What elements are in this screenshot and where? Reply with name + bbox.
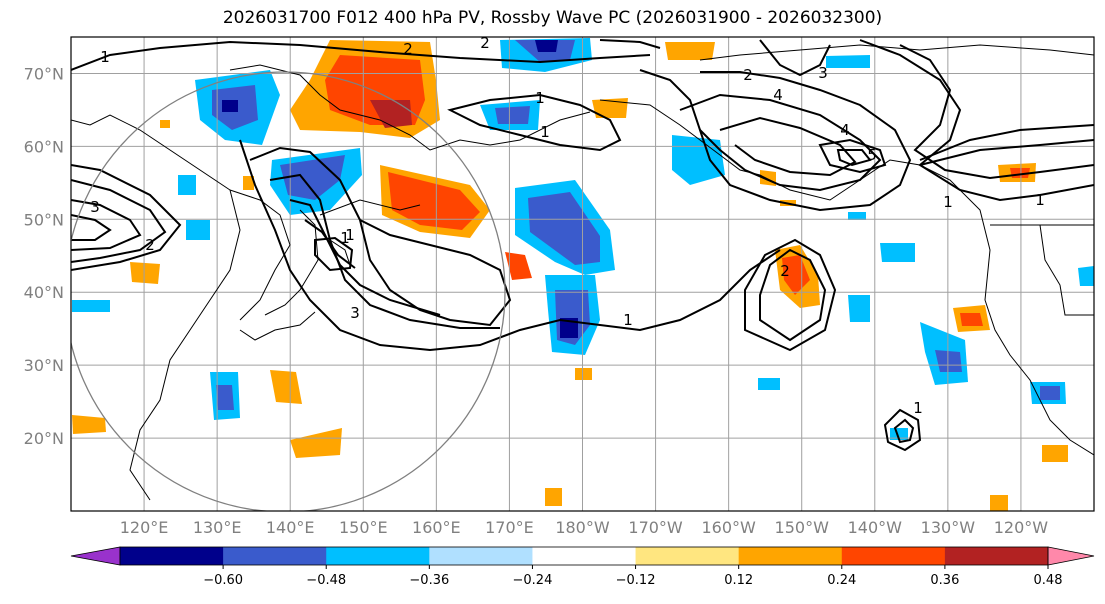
rossby-circle — [71, 71, 506, 511]
longitude-label: 130°W — [921, 518, 976, 537]
contour-label: 1 — [100, 48, 110, 66]
colorbar-extend-high — [1047, 546, 1095, 566]
latitude-label: 50°N — [24, 210, 64, 229]
colorbar-tick-label: −0.12 — [616, 573, 656, 588]
colorbar: −0.60 −0.48 −0.36 −0.24 −0.12 0.12 0.24 0.36 0.4… — [70, 546, 1095, 588]
contour-label: 2 — [403, 40, 413, 58]
contour-label: 1 — [535, 89, 545, 107]
longitude-label: 170°E — [485, 518, 534, 537]
latitude-label: 30°N — [24, 356, 64, 375]
longitude-label: 120°W — [994, 518, 1049, 537]
longitude-label: 120°E — [120, 518, 169, 537]
longitude-label: 150°E — [339, 518, 388, 537]
longitude-label: 130°E — [193, 518, 242, 537]
contour-label: 1 — [340, 229, 350, 247]
coastlines — [71, 44, 1094, 501]
pv-contours — [71, 39, 1094, 452]
colorbar-tick-label: 0.48 — [1034, 573, 1063, 588]
contour-label: 1 — [913, 399, 923, 417]
map-frame — [70, 36, 1095, 512]
longitude-label: 150°W — [775, 518, 830, 537]
contour-label: 2 — [145, 236, 155, 254]
colorbar-bin — [326, 547, 430, 565]
contour-label: 1 — [345, 226, 355, 244]
latitude-label: 70°N — [24, 64, 64, 83]
longitude-label: 160°E — [412, 518, 461, 537]
colorbar-tick-label: −0.24 — [513, 573, 553, 588]
colorbar-tick-label: 0.36 — [930, 573, 959, 588]
latitude-labels: 70°N 60°N 50°N 40°N 30°N 20°N — [24, 64, 64, 448]
contour-label: 1 — [540, 123, 550, 141]
contour-label: 2 — [743, 66, 753, 84]
latitude-label: 40°N — [24, 283, 64, 302]
longitude-label: 140°E — [266, 518, 315, 537]
contour-label: 2 — [780, 262, 790, 280]
colorbar-tick-label: −0.48 — [306, 573, 346, 588]
colorbar-bin — [738, 547, 843, 565]
longitude-label: 160°W — [701, 518, 756, 537]
contour-label: 4 — [840, 121, 850, 139]
colorbar-tick-label: 0.12 — [724, 573, 753, 588]
colorbar-bin — [635, 547, 740, 565]
colorbar-bin — [429, 547, 533, 565]
colorbar-bin — [223, 547, 327, 565]
contour-label: 4 — [773, 86, 783, 104]
contour-label: 3 — [818, 64, 828, 82]
latitude-label: 60°N — [24, 137, 64, 156]
colorbar-bin — [532, 547, 637, 565]
colorbar-bin — [120, 547, 224, 565]
contour-label: 1 — [943, 193, 953, 211]
map-area — [71, 37, 1094, 511]
longitude-label: 140°W — [848, 518, 903, 537]
longitude-labels: 120°E 130°E 140°E 150°E 160°E 170°E 180°W 170°W… — [120, 518, 1049, 537]
contour-label: 5 — [867, 146, 877, 164]
longitude-label: 180°W — [555, 518, 610, 537]
colorbar-tick-label: −0.36 — [409, 573, 449, 588]
colorbar-extend-low — [70, 546, 121, 566]
contour-label: 1 — [623, 311, 633, 329]
colorbar-frame — [119, 546, 1049, 566]
map-title: 2026031700 F012 400 hPa PV, Rossby Wave … — [222, 8, 883, 28]
colorbar-tick-label: −0.60 — [203, 573, 243, 588]
colorbar-tick-label: 0.24 — [827, 573, 856, 588]
contour-label: 1 — [1035, 191, 1045, 209]
contour-label: 2 — [480, 34, 490, 52]
colorbar-bin — [944, 547, 1049, 565]
contour-label: 3 — [90, 198, 100, 216]
contour-label: 3 — [350, 304, 360, 322]
latitude-label: 20°N — [24, 429, 64, 448]
colorbar-bin — [841, 547, 946, 565]
longitude-label: 170°W — [628, 518, 683, 537]
